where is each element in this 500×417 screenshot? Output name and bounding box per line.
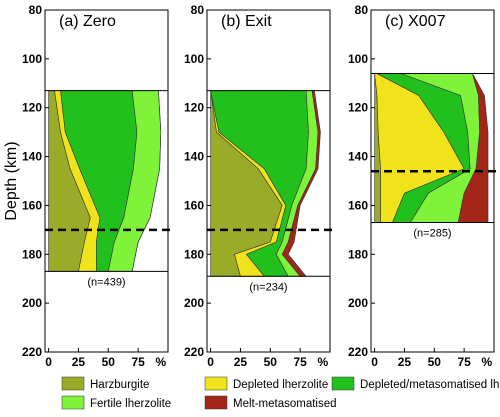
y-tick-label: 220 bbox=[348, 345, 368, 359]
legend-label: Fertile lherzolite bbox=[90, 398, 171, 410]
y-tick-label: 100 bbox=[22, 52, 42, 66]
x-tick-label: 0 bbox=[45, 355, 52, 369]
y-tick-label: 160 bbox=[184, 198, 204, 212]
y-axis-label: Depth (km) bbox=[3, 141, 20, 220]
y-tick-label: 120 bbox=[184, 101, 204, 115]
legend-label: Melt-metasomatised bbox=[233, 398, 337, 410]
x-unit: % bbox=[155, 355, 166, 369]
y-tick-label: 160 bbox=[348, 198, 368, 212]
y-tick-label: 220 bbox=[184, 345, 204, 359]
x-tick-label: 50 bbox=[264, 355, 278, 369]
legend-label: Harzburgite bbox=[90, 379, 149, 391]
x-tick-label: 0 bbox=[371, 355, 378, 369]
legend-swatch bbox=[331, 376, 355, 391]
y-tick-label: 180 bbox=[184, 247, 204, 261]
x-tick-label: 50 bbox=[102, 355, 116, 369]
panel-title: (c) X007 bbox=[385, 13, 446, 30]
n-label: (n=234) bbox=[249, 281, 287, 293]
y-tick-label: 140 bbox=[348, 150, 368, 164]
x-tick-label: 25 bbox=[234, 355, 248, 369]
y-tick-label: 100 bbox=[184, 52, 204, 66]
legend-swatch bbox=[61, 395, 85, 410]
legend-swatch bbox=[204, 395, 228, 410]
y-tick-label: 140 bbox=[22, 150, 42, 164]
y-tick-label: 200 bbox=[184, 296, 204, 310]
panel-frame bbox=[44, 9, 169, 353]
y-tick-label: 80 bbox=[29, 3, 43, 17]
y-tick-label: 180 bbox=[22, 247, 42, 261]
n-label: (n=439) bbox=[87, 276, 125, 288]
y-tick-label: 220 bbox=[22, 345, 42, 359]
x-tick-label: 75 bbox=[293, 355, 307, 369]
panel-title: (a) Zero bbox=[59, 13, 116, 30]
n-label: (n=285) bbox=[413, 228, 451, 240]
x-tick-label: 75 bbox=[457, 355, 471, 369]
y-tick-label: 160 bbox=[22, 198, 42, 212]
panel-title: (b) Exit bbox=[221, 13, 272, 30]
x-tick-label: 25 bbox=[398, 355, 412, 369]
x-tick-label: 75 bbox=[131, 355, 145, 369]
y-tick-label: 100 bbox=[348, 52, 368, 66]
y-tick-label: 140 bbox=[184, 150, 204, 164]
legend-swatch bbox=[61, 376, 85, 391]
y-tick-label: 120 bbox=[348, 101, 368, 115]
y-tick-label: 80 bbox=[191, 3, 205, 17]
legend-swatch bbox=[204, 376, 228, 391]
legend-label: Depleted lherzolite bbox=[233, 379, 328, 391]
legend-label: Depleted/metasomatised lherzolite bbox=[360, 379, 500, 391]
x-tick-label: 50 bbox=[428, 355, 442, 369]
y-tick-label: 80 bbox=[355, 3, 369, 17]
y-tick-label: 120 bbox=[22, 101, 42, 115]
x-unit: % bbox=[481, 355, 492, 369]
panel-frame bbox=[370, 9, 495, 353]
panel-frame bbox=[206, 9, 331, 353]
x-tick-label: 0 bbox=[207, 355, 214, 369]
y-tick-label: 200 bbox=[22, 296, 42, 310]
x-unit: % bbox=[317, 355, 328, 369]
y-tick-label: 200 bbox=[348, 296, 368, 310]
y-tick-label: 180 bbox=[348, 247, 368, 261]
x-tick-label: 25 bbox=[72, 355, 86, 369]
